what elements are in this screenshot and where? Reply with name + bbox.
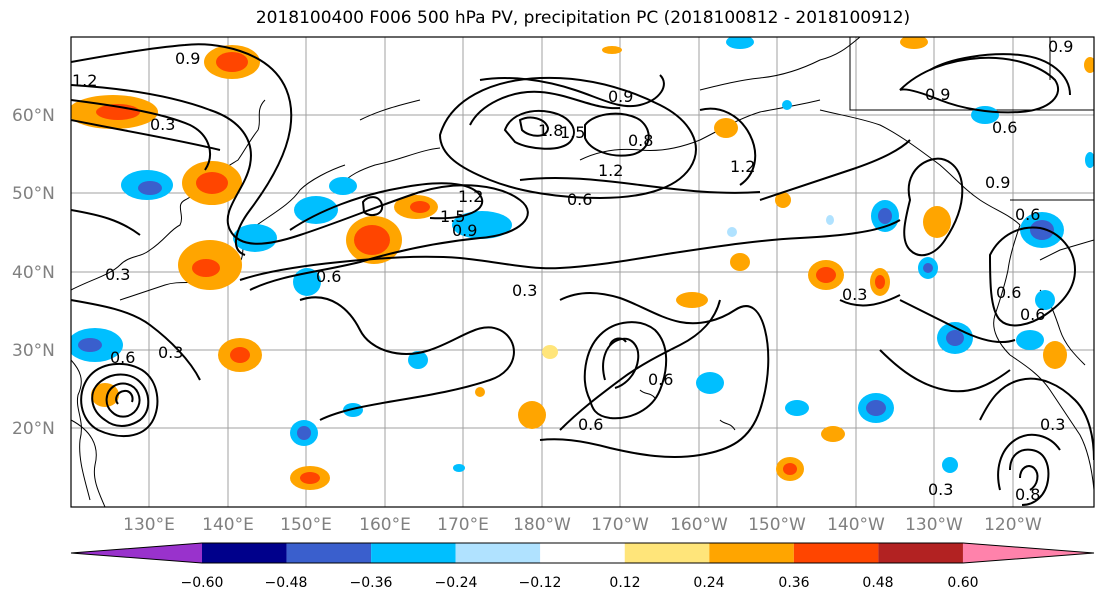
contour-label: 1.2 [72,71,97,90]
contour-label: 0.3 [512,281,537,300]
lon-label: 150°E [280,515,332,535]
colorbar-tick-label: 0.48 [862,575,893,591]
contour-label: 0.6 [1015,205,1040,224]
colorbar-tick-label: −0.12 [519,575,562,591]
colorbar-tick-label: −0.36 [350,575,393,591]
colorbar-swatch [709,543,794,563]
colorbar-swatch [371,543,456,563]
colorbar-swatch [963,543,1094,563]
contour-label: 0.8 [628,131,653,150]
colorbar-tick-label: 0.36 [778,575,809,591]
map-title: 2018100400 F006 500 hPa PV, precipitatio… [255,8,911,28]
colorbar-tick-label: 0.12 [609,575,640,591]
contour-label: 0.6 [578,415,603,434]
lon-label: 130°W [905,515,963,535]
contour-label: 1.8 [538,121,563,140]
contour-label: 1.2 [598,161,623,180]
colorbar-swatch [286,543,372,563]
contour-label: 0.3 [842,285,867,304]
contour-label: 1.2 [730,157,755,176]
lon-label: 150°W [748,515,806,535]
contour-label: 0.9 [175,49,200,68]
precip-shading [71,37,1094,490]
lon-label: 140°W [827,515,885,535]
contour-label: 1.5 [440,207,465,226]
contour-label: 0.3 [158,343,183,362]
colorbar-swatch [878,543,963,563]
colorbar-swatch [793,543,879,563]
contour-label: 0.9 [1048,37,1073,56]
contour-label: 1.5 [560,123,585,142]
contour-label: 0.9 [985,173,1010,192]
colorbar-swatch [540,543,625,563]
contour-label: 0.6 [996,283,1021,302]
colorbar-labels: −0.60 −0.48 −0.36 −0.24 −0.12 0.12 0.24 … [181,575,979,591]
lon-label: 180°W [513,515,571,535]
colorbar-tick-label: 0.24 [693,575,724,591]
contour-label: 0.6 [1020,305,1045,324]
latitude-labels: 60°N 50°N 40°N 30°N 20°N [12,106,55,439]
contour-label: 0.3 [1040,415,1065,434]
lat-label: 40°N [12,263,55,283]
colorbar-tick-label: −0.48 [265,575,308,591]
colorbar [70,542,1095,564]
colorbar-swatch [202,543,287,563]
contour-label: 0.8 [1015,485,1040,504]
lat-label: 50°N [12,184,55,204]
lon-label: 160°E [359,515,411,535]
contour-label: 0.3 [150,115,175,134]
lat-label: 60°N [12,106,55,126]
contour-label: 0.9 [452,221,477,240]
longitude-labels: 130°E 140°E 150°E 160°E 170°E 180°W 170°… [123,515,1042,535]
contour-label: 1.2 [458,187,483,206]
lon-label: 120°W [984,515,1042,535]
contour-label: 0.9 [608,87,633,106]
lon-label: 160°W [670,515,728,535]
colorbar-swatch [71,543,202,563]
contour-label: 0.6 [992,118,1017,137]
contour-label: 0.9 [925,85,950,104]
pv-contours [71,43,1094,506]
contour-labels: 0.9 1.2 0.3 0.9 1.8 1.5 0.8 1.2 1.2 0.6 … [72,37,1073,504]
lat-label: 30°N [12,341,55,361]
colorbar-swatch [455,543,541,563]
contour-label: 0.3 [928,480,953,499]
lon-label: 130°E [123,515,175,535]
colorbar-swatch [624,543,710,563]
lat-label: 20°N [12,419,55,439]
colorbar-tick-label: −0.24 [435,575,478,591]
colorbar-outline [70,542,1095,564]
lon-label: 170°E [437,515,489,535]
contour-label: 0.6 [110,348,135,367]
contour-label: 0.6 [316,267,341,286]
contour-label: 0.6 [567,190,592,209]
colorbar-tick-label: −0.60 [181,575,224,591]
contour-label: 0.6 [648,370,673,389]
lon-label: 140°E [202,515,254,535]
map-border [70,36,1095,508]
colorbar-tick-label: 0.60 [947,575,978,591]
contour-label: 0.3 [105,265,130,284]
lon-label: 170°W [591,515,649,535]
